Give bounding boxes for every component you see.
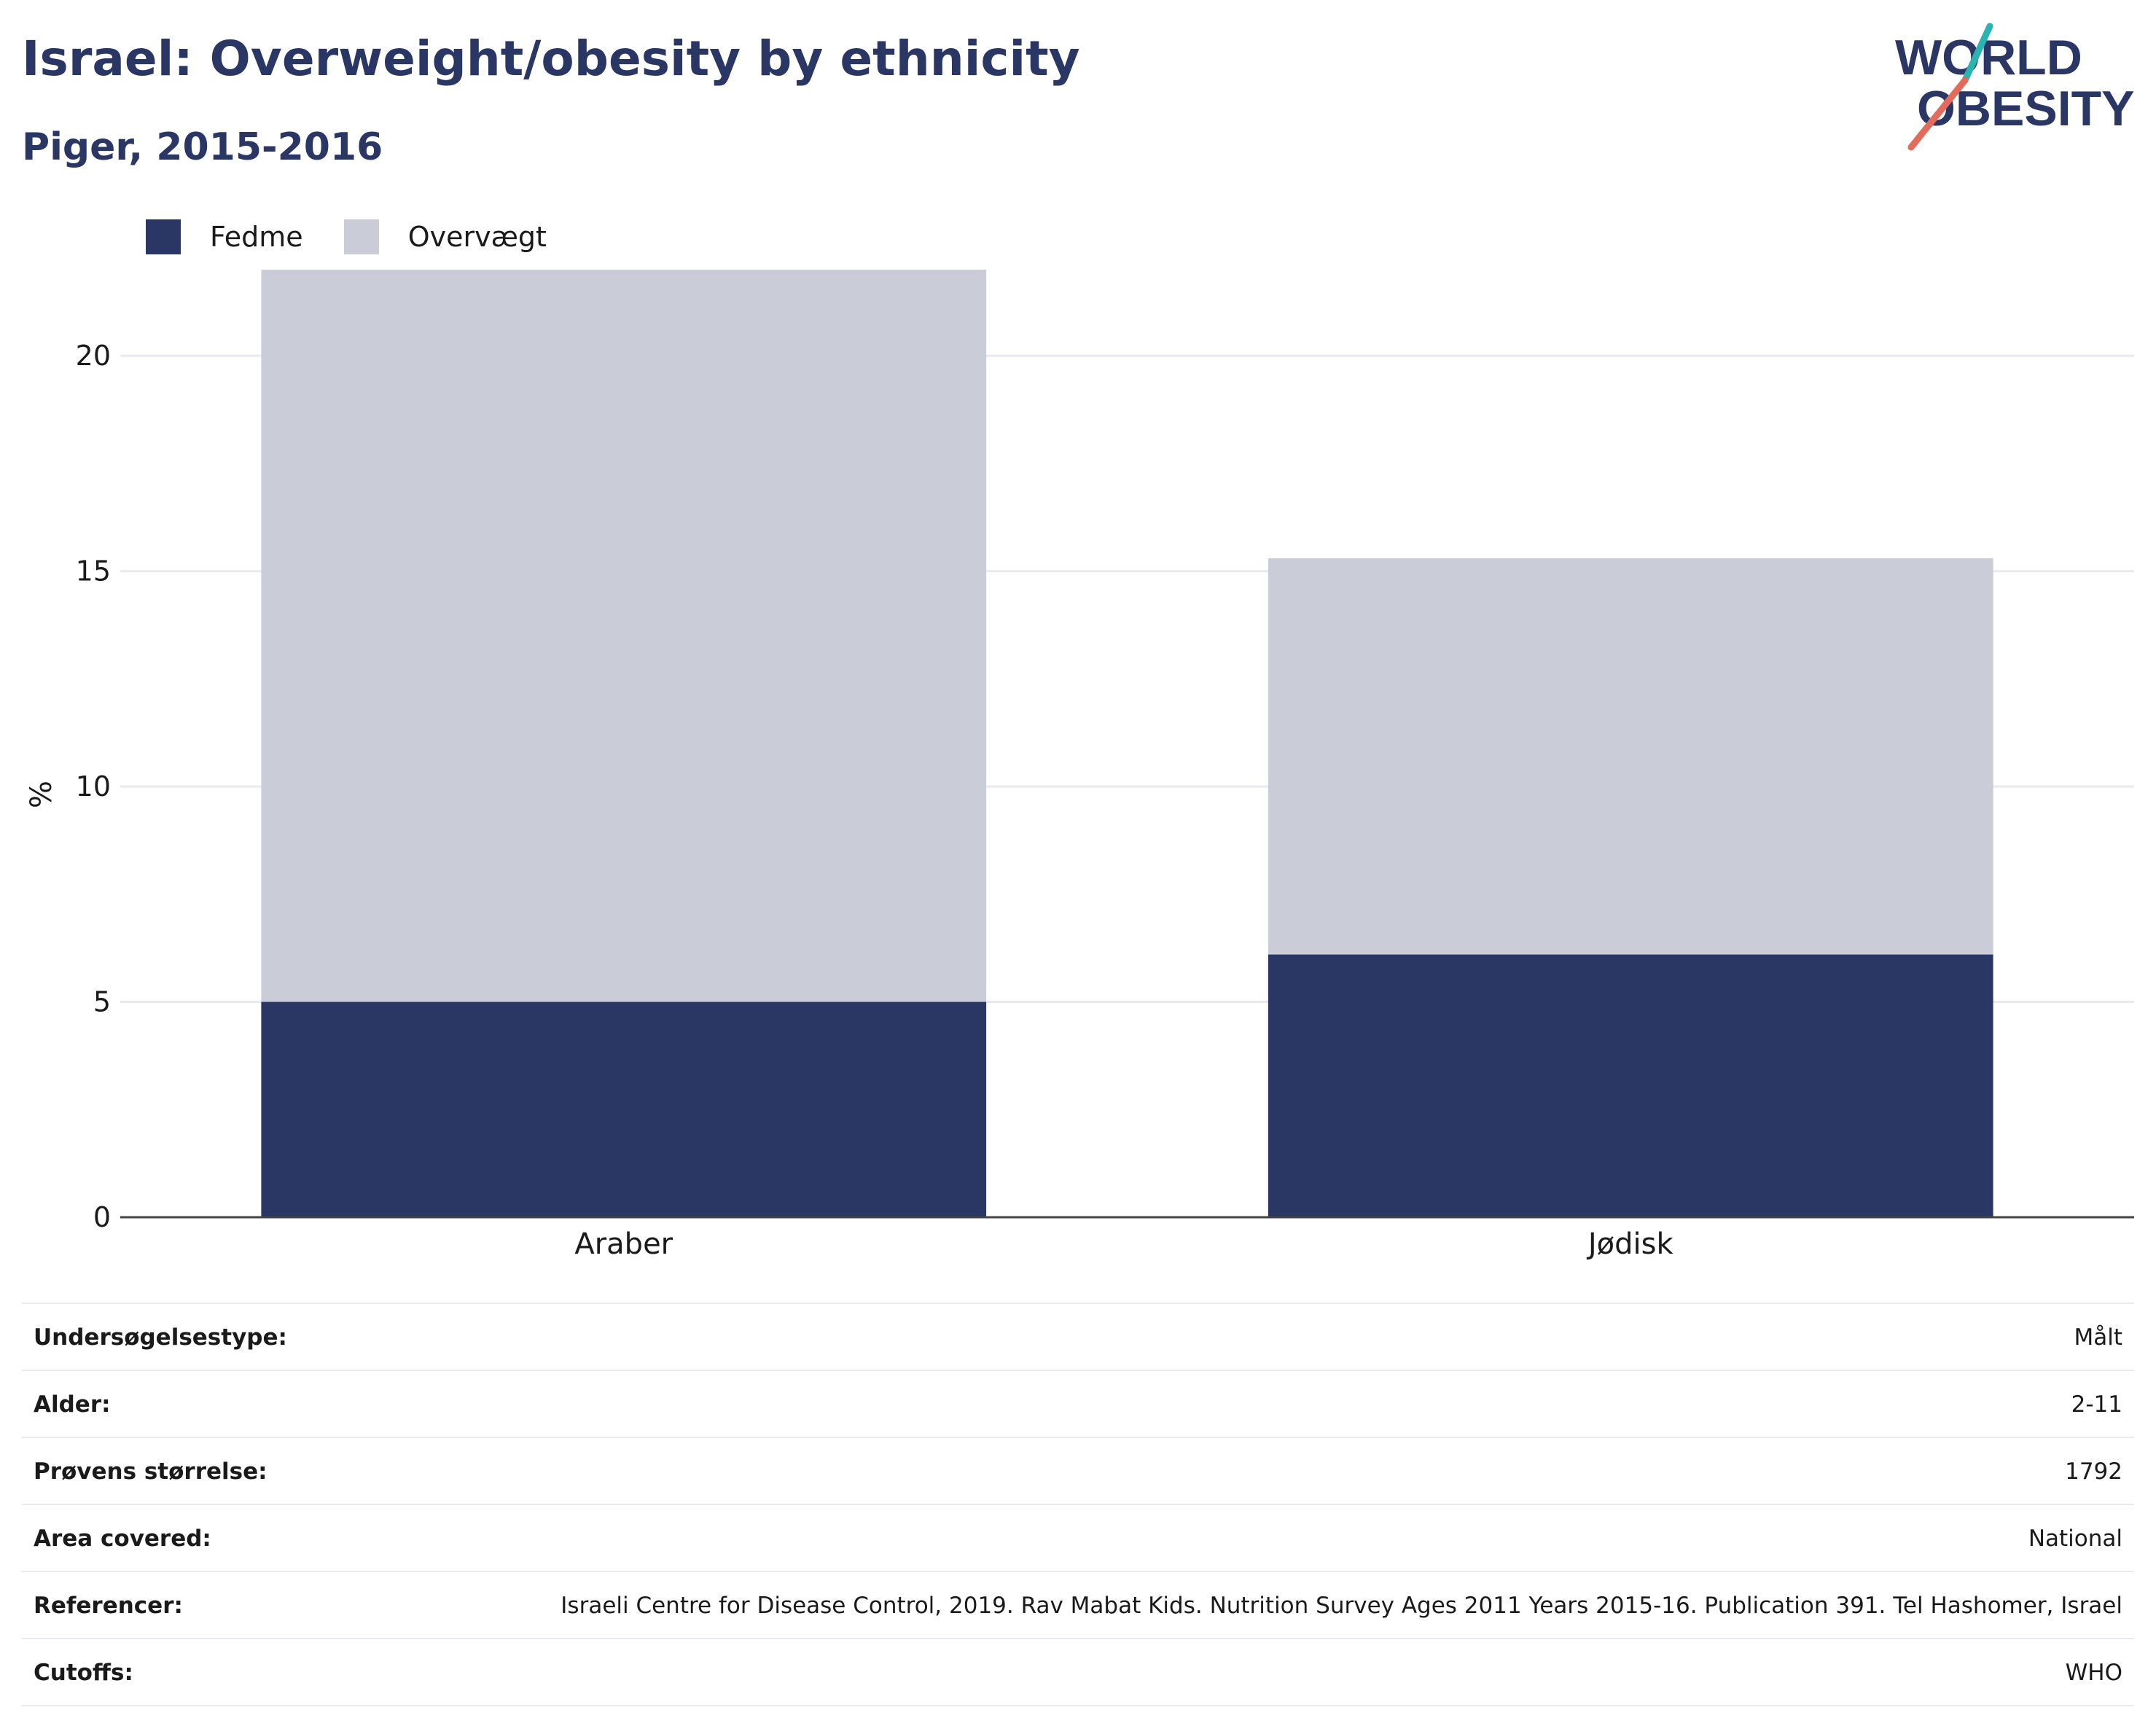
info-label: Undersøgelsestype: xyxy=(34,1324,287,1351)
chart-title: Israel: Overweight/obesity by ethnicity xyxy=(22,31,1080,87)
x-tick-label: Jødisk xyxy=(1586,1227,1674,1261)
y-tick-label: 20 xyxy=(76,340,111,372)
logo-slash-red xyxy=(1907,77,1969,151)
legend-item-overvaegt[interactable]: Overvægt xyxy=(343,219,547,254)
info-row-sample-size: Prøvens størrelse: 1792 xyxy=(22,1438,2134,1505)
info-label: Area covered: xyxy=(34,1526,211,1552)
info-value: National xyxy=(2028,1526,2122,1552)
y-tick-label: 15 xyxy=(76,555,111,587)
info-value: Målt xyxy=(2074,1324,2122,1351)
logo-word-world: WORLD xyxy=(1895,30,2082,85)
info-value: 2-11 xyxy=(2071,1391,2122,1418)
legend-label-overvaegt: Overvægt xyxy=(407,221,547,253)
chart-legend: Fedme Overvægt xyxy=(146,215,587,259)
info-value: Israeli Centre for Disease Control, 2019… xyxy=(561,1593,2122,1619)
legend-item-fedme[interactable]: Fedme xyxy=(146,219,303,254)
stacked-bar-chart: 0 5 10 15 20% Araber Jødisk xyxy=(25,270,2134,1261)
info-row-survey-type: Undersøgelsestype: Målt xyxy=(22,1304,2134,1371)
bar-fedme-jdisk xyxy=(1268,954,1993,1217)
legend-label-fedme: Fedme xyxy=(210,221,303,253)
legend-swatch-overvaegt xyxy=(343,219,379,254)
x-tick-label: Araber xyxy=(574,1227,673,1261)
y-tick-label: 10 xyxy=(76,770,111,802)
logo-slash-teal xyxy=(1961,23,1993,84)
world-obesity-logo: WORLD OBESITY xyxy=(1895,23,2135,151)
info-value: 1792 xyxy=(2065,1458,2122,1485)
chart-subtitle: Piger, 2015-2016 xyxy=(22,125,383,169)
info-table: Undersøgelsestype: Målt Alder: 2-11 Prøv… xyxy=(22,1303,2134,1706)
info-label: Referencer: xyxy=(34,1593,183,1619)
info-label: Prøvens størrelse: xyxy=(34,1458,267,1485)
legend-swatch-fedme xyxy=(146,219,181,254)
info-row-cutoffs: Cutoffs: WHO xyxy=(22,1639,2134,1706)
info-row-age: Alder: 2-11 xyxy=(22,1371,2134,1438)
info-value: WHO xyxy=(2065,1660,2122,1686)
y-tick-label: 0 xyxy=(93,1201,111,1233)
y-axis-label: % xyxy=(25,781,58,808)
bar-overvgt-araber xyxy=(261,270,987,1002)
info-row-references: Referencer: Israeli Centre for Disease C… xyxy=(22,1572,2134,1639)
bar-overvgt-jdisk xyxy=(1268,558,1993,955)
info-row-area-covered: Area covered: National xyxy=(22,1505,2134,1572)
info-label: Alder: xyxy=(34,1391,111,1418)
bar-fedme-araber xyxy=(261,1001,987,1217)
info-label: Cutoffs: xyxy=(34,1660,133,1686)
y-tick-label: 5 xyxy=(93,986,111,1018)
